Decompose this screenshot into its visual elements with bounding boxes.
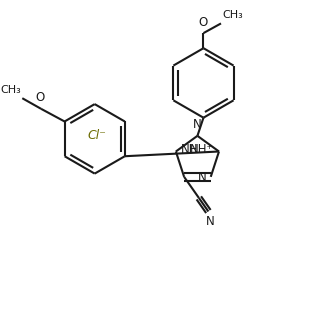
Text: CH₃: CH₃ xyxy=(0,85,21,94)
Text: N: N xyxy=(205,215,214,228)
Text: Cl⁻: Cl⁻ xyxy=(88,129,107,142)
Text: NH⁺: NH⁺ xyxy=(190,143,213,156)
Text: O: O xyxy=(35,91,45,104)
Text: N: N xyxy=(197,171,206,184)
Text: N: N xyxy=(193,118,202,131)
Text: CH₃: CH₃ xyxy=(223,10,244,20)
Text: NH: NH xyxy=(181,143,199,156)
Text: O: O xyxy=(199,16,208,29)
